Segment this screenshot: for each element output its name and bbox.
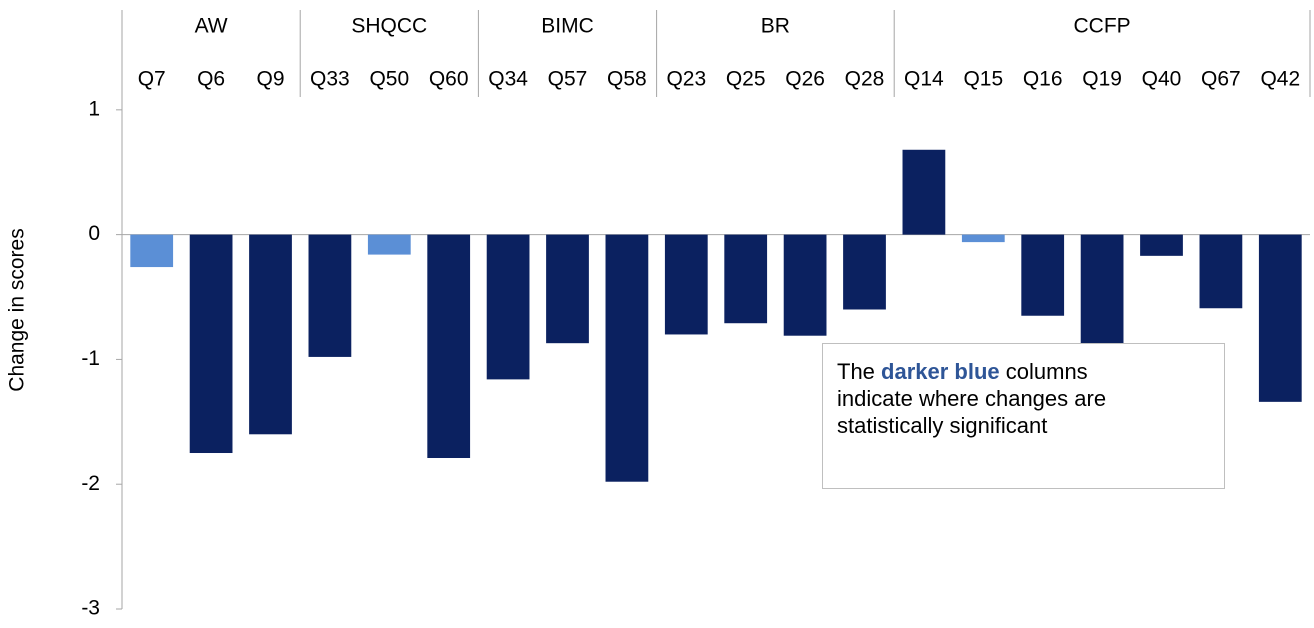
x-tick-label: Q60 <box>429 68 469 91</box>
bar <box>308 234 352 357</box>
x-tick-label: Q9 <box>256 68 284 91</box>
bar <box>843 234 886 310</box>
y-tick-label: -1 <box>81 347 100 370</box>
x-tick-label: Q40 <box>1142 68 1182 91</box>
x-tick-label: Q7 <box>138 68 166 91</box>
x-tick-label: Q26 <box>785 68 825 91</box>
annotation-text: The <box>837 359 882 384</box>
x-tick-label: Q42 <box>1260 68 1300 91</box>
x-tick-label: Q25 <box>726 68 766 91</box>
bar <box>1021 234 1065 316</box>
bar <box>130 234 174 268</box>
annotation-text: columns <box>999 359 1088 384</box>
x-tick-label: Q28 <box>845 68 885 91</box>
group-label: BR <box>761 15 790 38</box>
annotation-text: indicate where changes are <box>837 386 1107 411</box>
bar <box>1140 234 1183 256</box>
x-tick-label: Q14 <box>904 68 944 91</box>
bar <box>961 234 1005 243</box>
y-tick-label: -3 <box>81 597 100 620</box>
x-tick-label: Q33 <box>310 68 350 91</box>
x-tick-label: Q67 <box>1201 68 1241 91</box>
bar <box>664 234 708 335</box>
x-tick-label: Q34 <box>488 68 528 91</box>
x-tick-label: Q6 <box>197 68 225 91</box>
group-label: SHQCC <box>351 15 427 38</box>
group-label: CCFP <box>1074 15 1131 38</box>
annotation-line: statistically significant <box>837 412 1210 439</box>
x-tick-label: Q16 <box>1023 68 1063 91</box>
bar <box>189 234 233 454</box>
bar <box>427 234 471 459</box>
bar <box>367 234 411 255</box>
x-tick-label: Q50 <box>369 68 409 91</box>
x-tick-label: Q58 <box>607 68 647 91</box>
x-tick-label: Q23 <box>666 68 706 91</box>
group-label: BIMC <box>541 15 594 38</box>
bar <box>546 234 589 344</box>
y-tick-label: 0 <box>88 222 100 245</box>
bar <box>783 234 827 336</box>
x-tick-label: Q19 <box>1082 68 1122 91</box>
annotation-text: darker blue <box>881 359 1000 384</box>
bar <box>486 234 530 380</box>
x-tick-label: Q57 <box>548 68 588 91</box>
group-label: AW <box>195 15 228 38</box>
bar <box>605 234 649 482</box>
bar <box>902 149 946 235</box>
bar <box>1199 234 1243 309</box>
x-tick-label: Q15 <box>963 68 1003 91</box>
annotation: The darker blue columns indicate where ch… <box>822 343 1225 489</box>
bar <box>1258 234 1302 402</box>
y-tick-label: 1 <box>88 97 100 120</box>
bar <box>1080 234 1124 345</box>
y-tick-label: -2 <box>81 472 100 495</box>
bar <box>724 234 768 324</box>
annotation-line: The darker blue columns <box>837 358 1210 385</box>
annotation-line: indicate where changes are <box>837 385 1210 412</box>
bar <box>249 234 292 435</box>
y-axis-title: Change in scores <box>6 228 29 391</box>
annotation-text: statistically significant <box>837 413 1048 438</box>
